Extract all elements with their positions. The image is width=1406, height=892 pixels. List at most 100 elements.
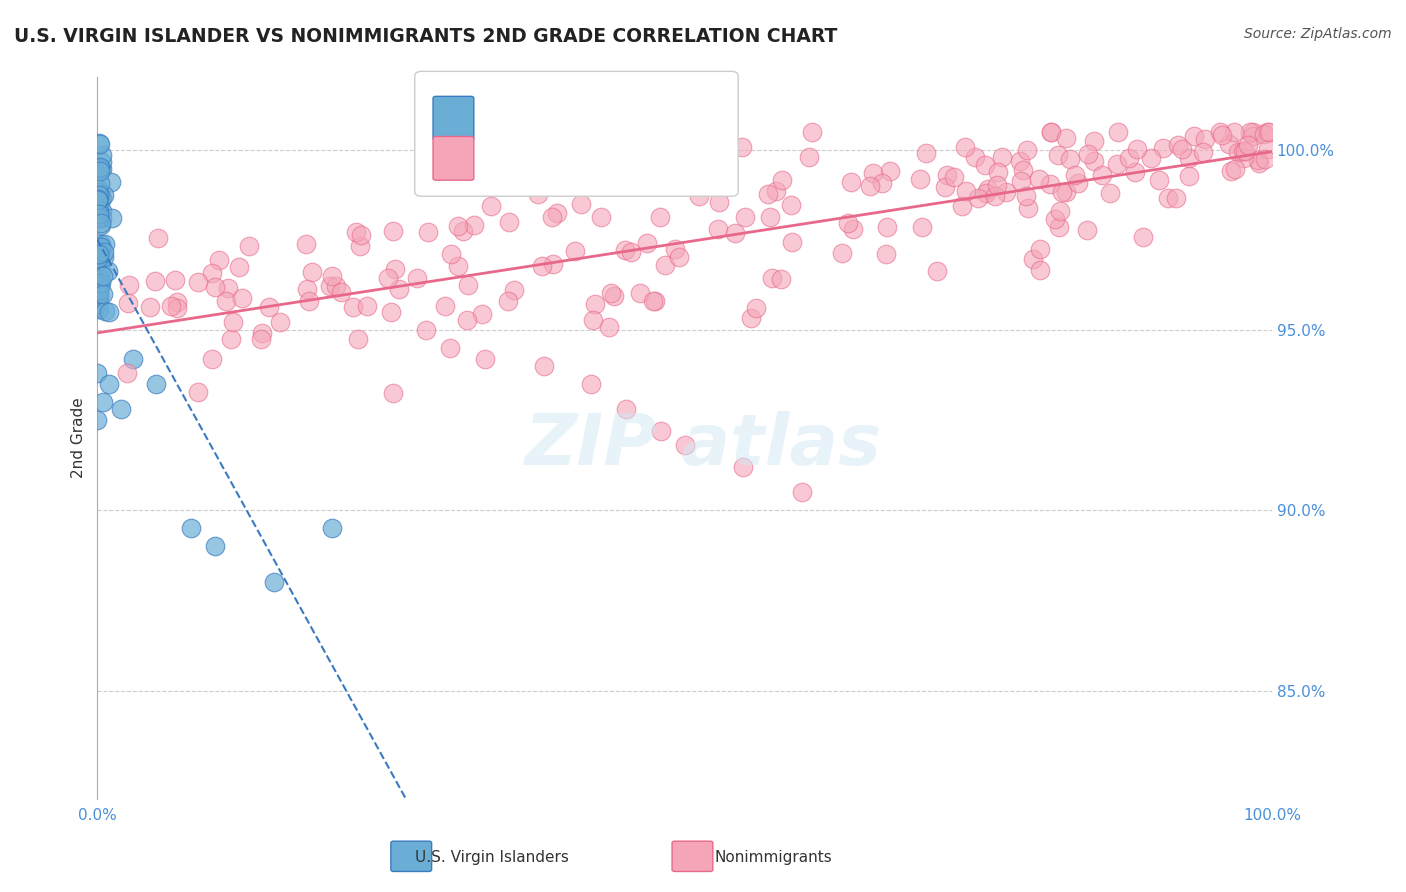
Point [89,302,111,317]
Point [439,341,461,355]
Point [967,191,990,205]
Point [456,313,478,327]
Point [644,293,666,308]
Point [650,424,672,438]
Point [159,299,181,313]
Y-axis label: 2nd Grade: 2nd Grade [72,398,86,478]
Point [115,366,138,380]
Point [90,239,112,253]
Point [89,161,111,176]
Point [842,222,865,236]
Point [1166,191,1188,205]
Point [614,243,637,257]
Point [1237,137,1260,152]
Point [1171,143,1194,157]
Point [801,124,824,138]
Point [503,283,526,297]
Point [297,282,319,296]
Point [950,199,973,213]
Point [780,198,803,212]
Point [533,359,555,373]
Point [90,251,112,265]
Point [943,170,966,185]
Point [257,301,280,315]
Point [187,275,209,289]
Point [1105,157,1128,171]
Point [953,140,976,154]
Point [1208,124,1230,138]
Point [915,146,938,161]
Point [93,304,115,318]
Point [87,297,110,311]
Point [1239,124,1261,138]
Point [1054,185,1077,199]
Point [87,253,110,268]
Point [377,270,399,285]
Point [89,291,111,305]
Point [100,176,122,190]
Point [879,164,901,178]
Point [1177,169,1199,183]
Point [541,257,564,271]
Point [207,252,229,267]
Point [90,162,112,177]
Text: R = -0.023   N=  74: R = -0.023 N= 74 [478,105,651,120]
Point [1223,161,1246,176]
Point [89,190,111,204]
Point [1012,163,1035,178]
Point [977,182,1000,196]
Point [319,279,342,293]
Point [1049,203,1071,218]
Point [654,259,676,273]
Point [146,231,169,245]
Point [90,148,112,162]
Point [228,260,250,275]
Point [761,271,783,285]
Point [1099,186,1122,200]
Point [165,273,187,287]
Point [90,217,112,231]
Point [380,305,402,319]
Point [1022,252,1045,266]
Point [1077,147,1099,161]
Point [734,210,756,224]
Point [89,136,111,150]
Point [530,260,553,274]
Point [831,246,853,260]
Text: R =  0.414   N= 159: R = 0.414 N= 159 [478,146,651,161]
Point [688,162,710,177]
Point [463,218,485,232]
Point [740,311,762,326]
Point [1050,185,1073,199]
Point [89,272,111,286]
Point [90,211,112,225]
Point [180,521,202,535]
Point [731,140,754,154]
Point [636,236,658,251]
Point [1232,145,1254,159]
Point [93,244,115,259]
Point [269,314,291,328]
Point [219,332,242,346]
Point [166,301,188,315]
Point [342,300,364,314]
Point [870,176,893,190]
Point [87,244,110,259]
Point [98,376,121,391]
Point [89,279,111,293]
Point [87,211,110,226]
Text: U.S. Virgin Islanders: U.S. Virgin Islanders [415,850,569,865]
Point [96,264,118,278]
Point [1140,151,1163,165]
Point [925,264,948,278]
Point [349,227,371,242]
Point [87,211,110,225]
Point [87,205,110,219]
Point [89,176,111,190]
Point [1028,172,1050,186]
Point [87,208,110,222]
Point [498,293,520,308]
Point [91,395,114,409]
Point [1029,263,1052,277]
Point [546,206,568,220]
